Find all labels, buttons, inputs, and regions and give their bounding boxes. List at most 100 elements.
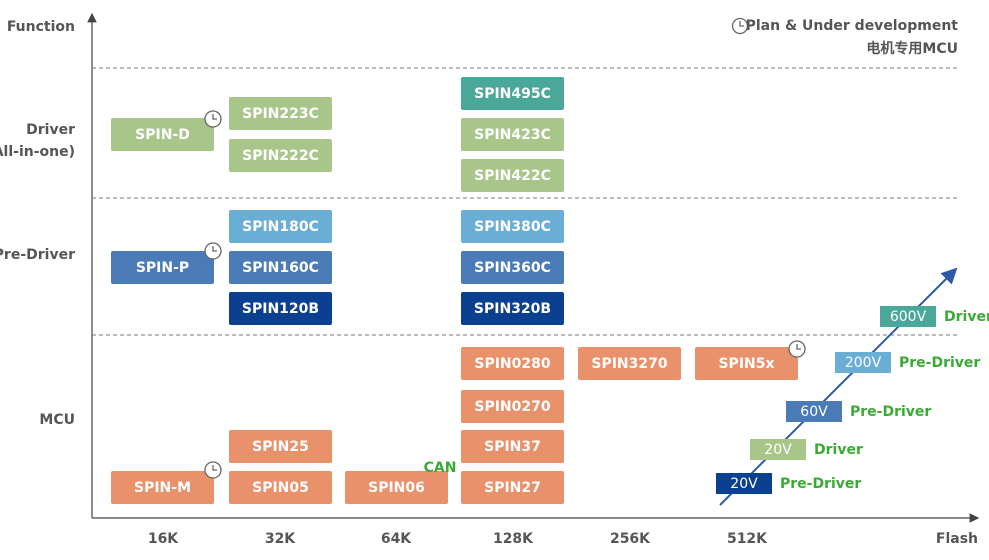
product: SPIN-M xyxy=(111,471,214,504)
product: SPIN360C xyxy=(461,251,564,284)
product-name: SPIN380C xyxy=(474,219,551,235)
product-name: SPIN-M xyxy=(134,480,191,496)
voltage-tag: 600V Driver xyxy=(880,306,989,327)
product-name: SPIN360C xyxy=(474,260,551,276)
product-name: SPIN3270 xyxy=(591,356,667,372)
clock-hands xyxy=(212,114,217,120)
product-box xyxy=(461,292,564,325)
voltage-tag: 20V Driver xyxy=(750,439,863,460)
product-name: SPIN180C xyxy=(242,219,319,235)
voltage-value: 200V xyxy=(845,355,882,371)
product: SPIN180C xyxy=(229,210,332,243)
voltage-role: Pre-Driver xyxy=(899,355,980,371)
clock-hands xyxy=(796,344,801,350)
legend-note: 电机专用MCU xyxy=(866,40,958,57)
voltage-arrow xyxy=(719,267,958,506)
product-name: SPIN25 xyxy=(252,439,309,455)
product-name: SPIN422C xyxy=(474,168,551,184)
product-box xyxy=(111,471,214,504)
product-box xyxy=(229,471,332,504)
product-name: SPIN423C xyxy=(474,127,551,143)
product: SPIN5x xyxy=(695,347,798,380)
content: Driver (All-in-one) Pre-Driver MCU 16K 32K 64K… xyxy=(0,77,989,547)
product-box xyxy=(461,118,564,151)
clock-hands xyxy=(212,246,217,252)
product: SPIN223C xyxy=(229,97,332,130)
product-name: SPIN05 xyxy=(252,480,309,496)
row-label: Driver xyxy=(26,122,75,138)
voltage-role: Pre-Driver xyxy=(780,476,861,492)
clock-icon xyxy=(204,461,222,479)
row-label: (All-in-one) xyxy=(0,144,75,160)
voltage-role: Driver xyxy=(814,442,863,458)
product: SPIN37 xyxy=(461,430,564,463)
voltage-box xyxy=(835,352,891,373)
product-box xyxy=(461,210,564,243)
voltage-role: Pre-Driver xyxy=(850,404,931,420)
voltage-value: 20V xyxy=(730,476,758,492)
product-name: SPIN120B xyxy=(242,301,319,317)
x-axis-label: Flash xyxy=(936,531,978,547)
product-box xyxy=(345,471,448,504)
product-box xyxy=(111,118,214,151)
voltage-box xyxy=(750,439,806,460)
product-box xyxy=(461,347,564,380)
product-name: SPIN223C xyxy=(242,106,319,122)
legend-clock xyxy=(731,17,749,35)
voltage-value: 600V xyxy=(890,309,927,325)
product: SPIN320B xyxy=(461,292,564,325)
product-box xyxy=(111,251,214,284)
product-box xyxy=(461,77,564,110)
column-label: 32K xyxy=(265,531,296,547)
voltage-tag: 20V Pre-Driver xyxy=(716,473,861,494)
product-box xyxy=(229,210,332,243)
product-name: SPIN495C xyxy=(474,86,551,102)
product-name: SPIN0270 xyxy=(474,399,550,415)
product-box xyxy=(461,251,564,284)
can-label: CAN xyxy=(424,460,457,476)
product: SPIN-P xyxy=(111,251,214,284)
product-name: SPIN-D xyxy=(135,127,190,143)
product: SPIN05 xyxy=(229,471,332,504)
product-box xyxy=(461,430,564,463)
product-name: SPIN37 xyxy=(484,439,541,455)
product: SPIN-D xyxy=(111,118,214,151)
product-box xyxy=(229,430,332,463)
product-name: SPIN0280 xyxy=(474,356,550,372)
voltage-value: 60V xyxy=(800,404,828,420)
product: SPIN380C xyxy=(461,210,564,243)
product: SPIN160C xyxy=(229,251,332,284)
product-box xyxy=(461,159,564,192)
product-name: SPIN-P xyxy=(136,260,189,276)
product: SPIN422C xyxy=(461,159,564,192)
product-name: SPIN27 xyxy=(484,480,541,496)
product: SPIN495C xyxy=(461,77,564,110)
product-name: SPIN320B xyxy=(474,301,551,317)
voltage-tag: 60V Pre-Driver xyxy=(786,401,931,422)
product: SPIN06 xyxy=(345,471,448,504)
row-label: MCU xyxy=(39,412,75,428)
voltage-role: Driver xyxy=(944,309,989,325)
product-box xyxy=(695,347,798,380)
product-box xyxy=(461,390,564,423)
product: SPIN27 xyxy=(461,471,564,504)
clock-icon xyxy=(788,340,806,358)
product: SPIN25 xyxy=(229,430,332,463)
product-box xyxy=(578,347,681,380)
product: SPIN222C xyxy=(229,139,332,172)
column-label: 256K xyxy=(610,531,651,547)
voltage-box xyxy=(716,473,772,494)
voltage-box xyxy=(786,401,842,422)
product-box xyxy=(229,251,332,284)
clock-icon xyxy=(204,110,222,128)
product-name: SPIN160C xyxy=(242,260,319,276)
product-name: SPIN06 xyxy=(368,480,425,496)
product-box xyxy=(229,292,332,325)
column-label: 16K xyxy=(148,531,179,547)
product: SPIN0270 xyxy=(461,390,564,423)
product: SPIN120B xyxy=(229,292,332,325)
column-label: 512K xyxy=(727,531,768,547)
y-axis-label: Function xyxy=(7,19,75,35)
column-label: 128K xyxy=(493,531,534,547)
